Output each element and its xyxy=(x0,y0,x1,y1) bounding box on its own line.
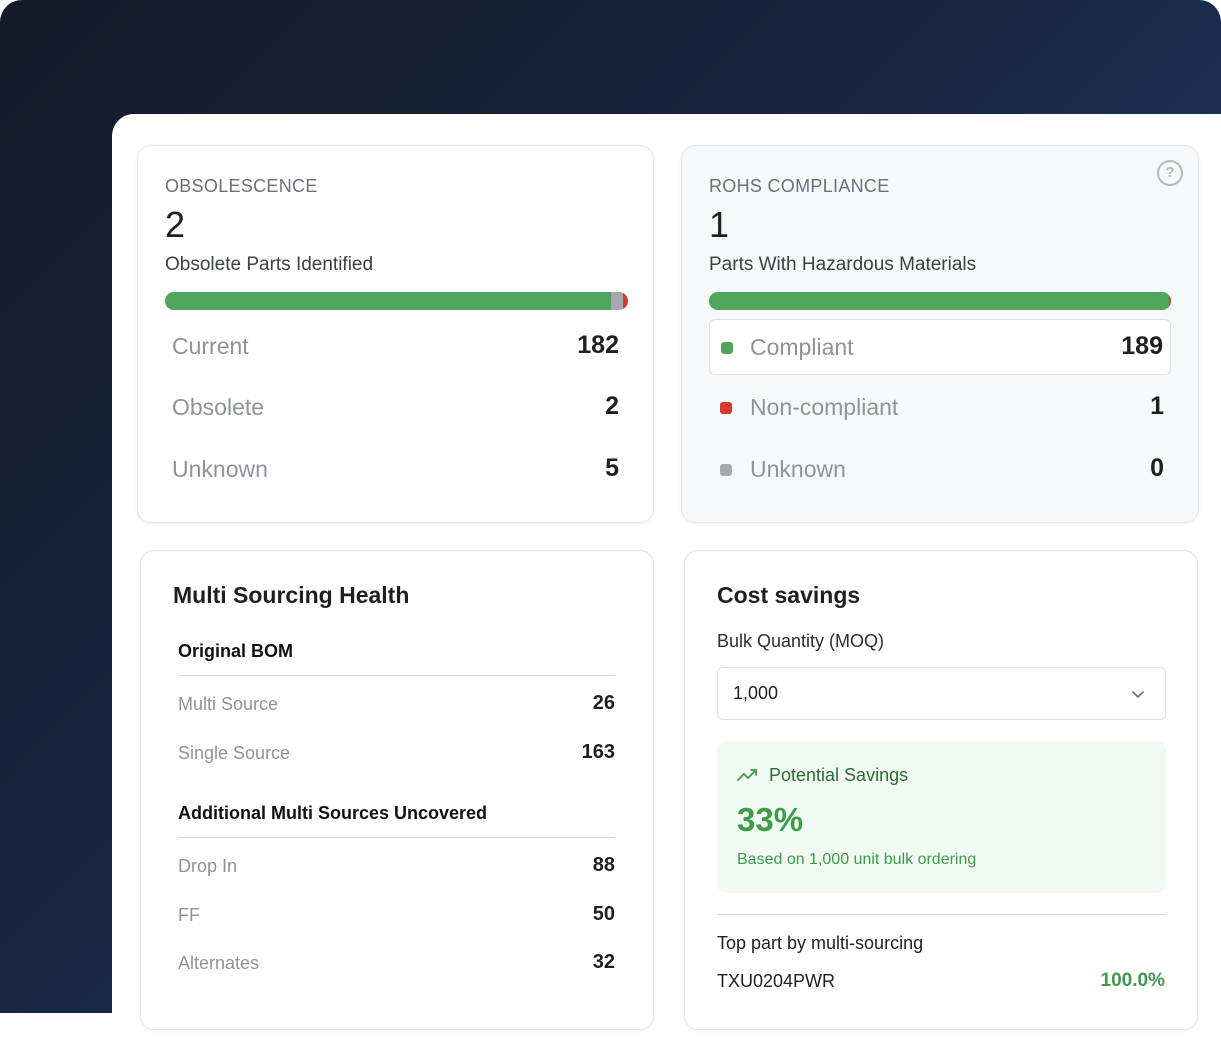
bar-segment-non-compliant xyxy=(1168,292,1171,310)
moq-select[interactable]: 1,000 xyxy=(717,667,1166,720)
obsolescence-subtitle: Obsolete Parts Identified xyxy=(165,254,374,275)
status-row-value: 2 xyxy=(605,392,619,420)
status-row-label: Non-compliant xyxy=(750,394,899,420)
source-row-label: Single Source xyxy=(178,743,291,763)
additional-sources-heading: Additional Multi Sources Uncovered xyxy=(178,803,488,823)
chevron-down-icon xyxy=(1132,691,1144,698)
source-row-multi: Multi Source 26 xyxy=(178,690,615,720)
status-row-label: Unknown xyxy=(750,456,846,482)
source-row-drop-in: Drop In 88 xyxy=(178,852,615,882)
source-row-label: Alternates xyxy=(178,953,260,973)
status-row-compliant[interactable]: Compliant 189 xyxy=(709,319,1171,375)
rohs-subtitle: Parts With Hazardous Materials xyxy=(709,254,977,275)
compliant-legend-dot xyxy=(721,342,733,354)
trending-up-icon xyxy=(737,769,757,781)
bar-segment-compliant xyxy=(709,292,1169,310)
rohs-count: 1 xyxy=(709,204,730,245)
potential-savings-note: Based on 1,000 unit bulk ordering xyxy=(737,851,977,868)
cost-savings-title: Cost savings xyxy=(717,582,861,608)
source-row-label: FF xyxy=(178,905,200,925)
divider xyxy=(178,675,615,676)
status-row-current[interactable]: Current 182 xyxy=(138,319,653,373)
rohs-compliance-card: ? ROHS COMPLIANCE 1 Parts With Hazardous… xyxy=(681,145,1199,523)
status-row-label: Current xyxy=(172,333,249,359)
status-row-value: 1 xyxy=(1150,392,1164,420)
obsolescence-card: OBSOLESCENCE 2 Obsolete Parts Identified… xyxy=(137,145,654,523)
source-row-label: Multi Source xyxy=(178,694,279,714)
status-row-label: Unknown xyxy=(172,456,268,482)
potential-savings-box: Potential Savings 33% Based on 1,000 uni… xyxy=(717,741,1166,893)
top-part-label: Top part by multi-sourcing xyxy=(717,933,924,953)
rohs-eyebrow: ROHS COMPLIANCE xyxy=(709,176,890,196)
source-row-label: Drop In xyxy=(178,856,238,876)
status-row-value: 5 xyxy=(605,454,619,482)
potential-savings-label: Potential Savings xyxy=(769,765,909,785)
moq-label: Bulk Quantity (MOQ) xyxy=(717,631,885,651)
obsolescence-eyebrow: OBSOLESCENCE xyxy=(165,176,318,196)
status-row-value: 189 xyxy=(1121,332,1163,360)
source-row-single: Single Source 163 xyxy=(178,739,615,769)
top-part-name[interactable]: TXU0204PWR xyxy=(717,971,836,991)
source-row-alternates: Alternates 32 xyxy=(178,949,615,979)
status-row-label: Compliant xyxy=(750,334,854,360)
multi-sourcing-title: Multi Sourcing Health xyxy=(173,582,410,608)
bar-segment-unknown xyxy=(610,292,624,310)
status-row-unknown[interactable]: Unknown 5 xyxy=(138,442,653,496)
question-circle-icon[interactable]: ? xyxy=(1157,160,1183,186)
cost-savings-card: Cost savings Bulk Quantity (MOQ) 1,000 P… xyxy=(684,550,1198,1030)
source-row-value: 50 xyxy=(592,903,615,925)
source-row-value: 163 xyxy=(581,741,615,763)
non-compliant-legend-dot xyxy=(720,402,732,414)
potential-savings-percent: 33% xyxy=(737,801,804,838)
status-row-label: Obsolete xyxy=(172,394,265,420)
obsolescence-status-bar xyxy=(165,292,628,310)
original-bom-heading: Original BOM xyxy=(178,641,294,661)
source-row-value: 32 xyxy=(592,951,615,973)
source-row-value: 88 xyxy=(592,854,615,876)
unknown-legend-dot xyxy=(720,464,732,476)
divider xyxy=(717,914,1166,915)
status-row-obsolete[interactable]: Obsolete 2 xyxy=(138,380,653,434)
status-row-value: 182 xyxy=(577,331,619,359)
obsolescence-count: 2 xyxy=(165,204,186,245)
bar-segment-obsolete xyxy=(623,292,628,310)
bar-segment-current xyxy=(165,292,611,310)
multi-sourcing-health-card: Multi Sourcing Health Original BOM Multi… xyxy=(140,550,654,1030)
source-row-ff: FF 50 xyxy=(178,901,615,931)
status-row-value: 0 xyxy=(1150,454,1164,482)
source-row-value: 26 xyxy=(592,692,615,714)
status-row-non-compliant[interactable]: Non-compliant 1 xyxy=(682,380,1198,434)
status-row-unknown[interactable]: Unknown 0 xyxy=(682,442,1198,496)
rohs-status-bar xyxy=(709,292,1171,310)
divider xyxy=(178,837,615,838)
moq-select-value: 1,000 xyxy=(733,683,779,703)
top-part-percent: 100.0% xyxy=(1100,970,1165,991)
